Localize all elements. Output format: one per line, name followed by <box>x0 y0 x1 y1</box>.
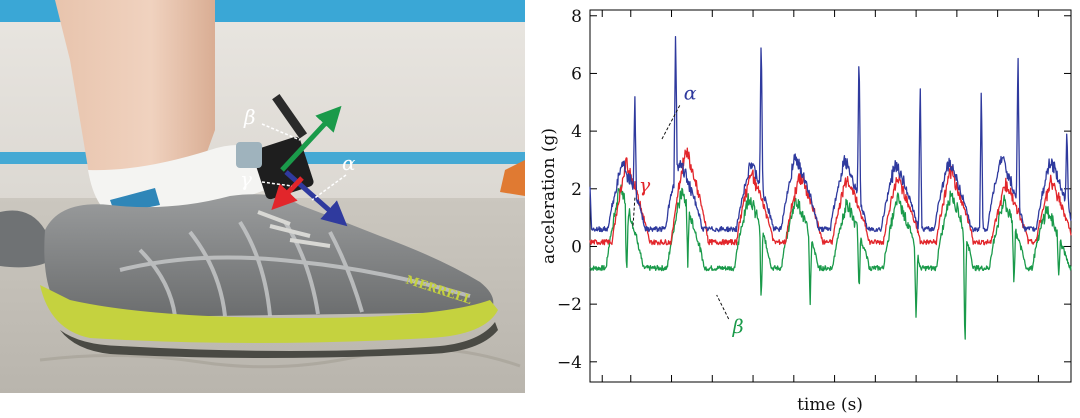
y-tick-label: 4 <box>571 122 582 142</box>
beta-series-line <box>589 184 1072 340</box>
shoe-midsole <box>40 285 498 343</box>
beta-annotation-label: β <box>732 316 744 338</box>
x-axis-label: time (s) <box>797 395 863 415</box>
y-tick-label: 2 <box>571 180 582 200</box>
alpha-axis-arrow <box>284 170 348 227</box>
laces <box>257 210 331 248</box>
acceleration-chart: −4 −2 0 2 4 6 8 α γ β time (s) acceleration (g) <box>539 7 1072 415</box>
gamma-annotation-label: γ <box>639 175 651 197</box>
gamma-annotation-leader <box>632 197 636 228</box>
alpha-label: α <box>342 151 356 175</box>
y-tick-label: 8 <box>571 7 582 27</box>
gamma-axis-arrow <box>271 176 304 211</box>
plot-frame <box>589 9 1072 383</box>
shoe-photo: MERRELL β α γ <box>0 0 525 393</box>
y-tick-label: 6 <box>571 64 582 84</box>
series-layer <box>589 35 1072 340</box>
alpha-series-line <box>589 35 1072 233</box>
shoe-upper <box>44 194 494 318</box>
shoe-mesh-pattern <box>119 220 471 317</box>
annotation-layer: α γ β <box>632 82 744 338</box>
y-axis-label: acceleration (g) <box>539 128 559 264</box>
background-shoe <box>0 210 48 268</box>
gamma-leader <box>261 181 293 187</box>
alpha-annotation-leader <box>661 105 681 140</box>
gamma-series-line <box>589 147 1072 246</box>
y-tick-label: 0 <box>571 237 582 257</box>
beta-annotation-leader <box>716 294 730 320</box>
beta-axis-arrow <box>280 105 342 172</box>
x-axis <box>601 10 1039 382</box>
y-axis: −4 −2 0 2 4 6 8 <box>557 7 1071 373</box>
alpha-leader <box>311 174 347 201</box>
gamma-label: γ <box>240 167 252 191</box>
beta-label: β <box>243 105 256 129</box>
y-tick-label: −4 <box>557 353 582 373</box>
alpha-annotation-label: α <box>684 82 697 104</box>
shoe-outsole <box>60 322 498 358</box>
orange-cone <box>500 160 525 196</box>
y-tick-label: −2 <box>557 295 582 315</box>
leg <box>55 0 215 180</box>
beta-leader <box>261 123 301 141</box>
